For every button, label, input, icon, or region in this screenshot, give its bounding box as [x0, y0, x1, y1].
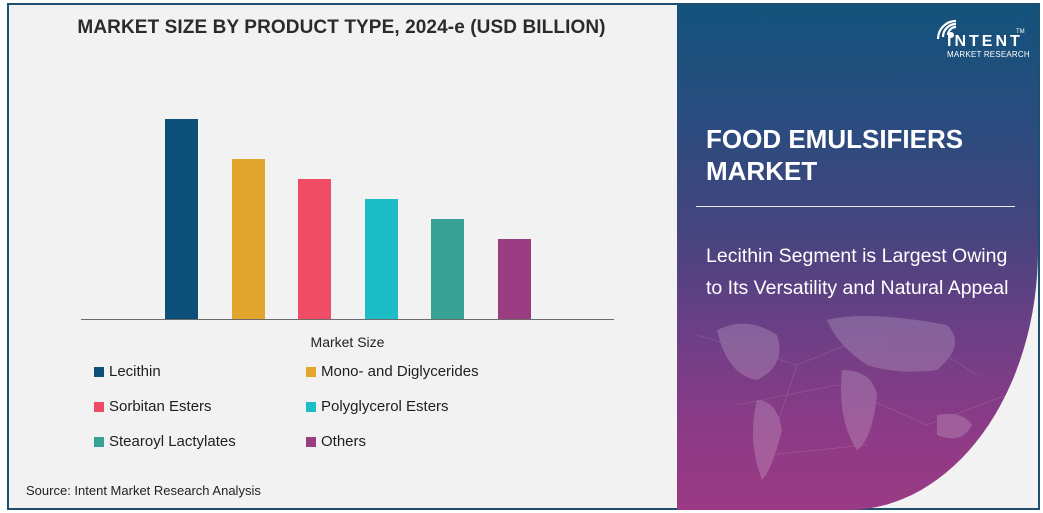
legend-swatch — [94, 436, 104, 447]
key-insight: Lecithin Segment is Largest Owing to Its… — [706, 245, 1009, 299]
world-map-network-icon — [696, 316, 1008, 480]
summary-panel: INTENT TM MARKET RESEARCH FOOD EMULSIFIE… — [677, 5, 1038, 510]
logo-subtitle: MARKET RESEARCH — [947, 50, 1030, 59]
source-note: Source: Intent Market Research Analysis — [26, 483, 261, 498]
legend-item-lecithin: Lecithin — [94, 363, 161, 380]
legend-swatch — [306, 436, 316, 447]
legend-swatch — [306, 401, 316, 412]
bar-stearoyl-lactylates — [431, 219, 465, 319]
intent-logo-icon — [936, 19, 957, 40]
legend-item-others: Others — [306, 433, 366, 450]
x-axis-line — [81, 319, 614, 320]
legend-label: Mono- and Diglycerides — [321, 363, 479, 380]
legend-swatch — [306, 366, 316, 377]
legend-item-polyglycerol-esters: Polyglycerol Esters — [306, 398, 449, 415]
logo-trademark: TM — [1016, 29, 1025, 35]
legend-swatch — [94, 366, 104, 377]
bar-lecithin — [165, 119, 198, 319]
bar-polyglycerol-esters — [364, 199, 398, 319]
bar-mono-and-diglycerides — [231, 159, 265, 319]
logo-text: INTENT — [947, 33, 1023, 50]
legend-item-sorbitan-esters: Sorbitan Esters — [94, 398, 212, 415]
legend-label: Lecithin — [109, 363, 161, 380]
bar-others — [498, 239, 531, 319]
x-axis-label: Market Size — [310, 334, 385, 350]
legend-label: Polyglycerol Esters — [321, 398, 449, 415]
bar-sorbitan-esters — [298, 179, 332, 319]
legend-swatch — [94, 401, 104, 412]
legend-label: Sorbitan Esters — [109, 398, 212, 415]
chart-title: MARKET SIZE BY PRODUCT TYPE, 2024-e (USD… — [77, 17, 606, 38]
legend-label: Stearoyl Lactylates — [109, 433, 236, 450]
bar-chart: MARKET SIZE BY PRODUCT TYPE, 2024-e (USD… — [26, 17, 614, 498]
legend-label: Others — [321, 433, 367, 450]
legend-item-mono-diglycerides: Mono- and Diglycerides — [306, 363, 479, 380]
market-title: FOOD EMULSIFIERS MARKET — [706, 124, 964, 186]
panel-divider — [696, 206, 1015, 207]
legend-item-stearoyl-lactylates: Stearoyl Lactylates — [94, 433, 236, 450]
